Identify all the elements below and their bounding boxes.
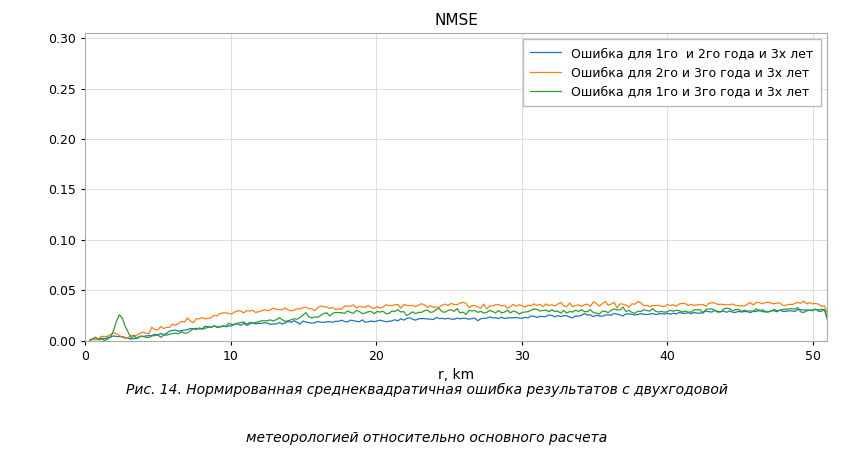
Ошибка для 2го и 3го года и 3х лет [792, 299, 802, 305]
Ошибка для 1го и 3го года и 3х лет [795, 309, 805, 315]
Line: Ошибка для 2го и 3го года и 3х лет: Ошибка для 2го и 3го года и 3х лет [89, 301, 826, 341]
Text: метеорологией относительно основного расчета: метеорологией относительно основного рас… [245, 430, 607, 445]
Ошибка для 2го и 3го года и 3х лет [797, 298, 808, 304]
Title: NMSE: NMSE [434, 13, 478, 28]
Ошибка для 2го и 3го года и 3х лет [510, 304, 521, 309]
Ошибка для 2го и 3го года и 3х лет [84, 338, 95, 343]
Ошибка для 1го  и 2го года и 3х лет [380, 319, 390, 324]
Ошибка для 1го  и 2го года и 3х лет [821, 315, 832, 321]
Ошибка для 1го  и 2го года и 3х лет [815, 307, 826, 312]
Ошибка для 1го и 3го года и 3х лет [594, 311, 604, 317]
Ошибка для 1го и 3го года и 3х лет [380, 311, 390, 316]
Ошибка для 2го и 3го года и 3х лет [206, 315, 216, 321]
Ошибка для 1го и 3го года и 3х лет [617, 304, 627, 310]
Ошибка для 2го и 3го года и 3х лет [380, 302, 390, 307]
Ошибка для 1го  и 2го года и 3х лет [84, 337, 95, 343]
Line: Ошибка для 1го и 3го года и 3х лет: Ошибка для 1го и 3го года и 3х лет [89, 307, 826, 341]
Ошибка для 1го  и 2го года и 3х лет [510, 315, 521, 320]
Ошибка для 1го  и 2го года и 3х лет [389, 317, 400, 323]
Ошибка для 1го  и 2го года и 3х лет [594, 313, 604, 319]
Line: Ошибка для 1го  и 2го года и 3х лет: Ошибка для 1го и 2го года и 3х лет [89, 309, 826, 340]
Ошибка для 1го  и 2го года и 3х лет [792, 307, 802, 312]
Ошибка для 1го  и 2го года и 3х лет [206, 324, 216, 330]
Ошибка для 1го и 3го года и 3х лет [206, 324, 216, 330]
Ошибка для 2го и 3го года и 3х лет [594, 303, 604, 309]
Ошибка для 2го и 3го года и 3х лет [389, 302, 400, 307]
Ошибка для 1го и 3го года и 3х лет [821, 317, 832, 323]
X-axis label: r, km: r, km [438, 368, 474, 382]
Text: Рис. 14. Нормированная среднеквадратичная ошибка результатов с двухгодовой: Рис. 14. Нормированная среднеквадратична… [125, 383, 727, 397]
Ошибка для 1го и 3го года и 3х лет [84, 338, 95, 343]
Ошибка для 1го и 3го года и 3х лет [510, 309, 521, 315]
Ошибка для 1го и 3го года и 3х лет [389, 309, 400, 315]
Legend: Ошибка для 1го  и 2го года и 3х лет, Ошибка для 2го и 3го года и 3х лет, Ошибка : Ошибка для 1го и 2го года и 3х лет, Ошиб… [522, 39, 820, 106]
Ошибка для 2го и 3го года и 3х лет [821, 310, 832, 316]
